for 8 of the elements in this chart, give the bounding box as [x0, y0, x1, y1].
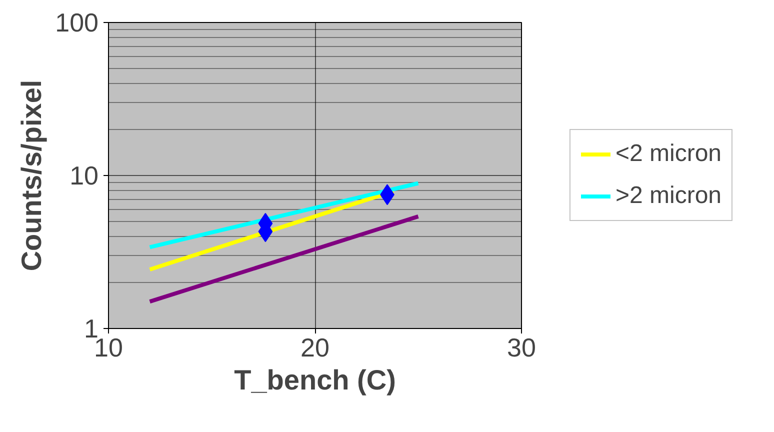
legend-label: <2 micron — [615, 140, 722, 168]
y-tick-label: 10 — [70, 160, 98, 190]
x-tick-label: 30 — [507, 332, 536, 362]
y-tick-label: 100 — [55, 8, 99, 38]
y-axis-title: Counts/s/pixel — [16, 80, 48, 272]
legend-label: >2 micron — [615, 182, 722, 210]
x-axis-title: T_bench (C) — [234, 364, 396, 396]
x-tick-label: 20 — [300, 332, 330, 362]
